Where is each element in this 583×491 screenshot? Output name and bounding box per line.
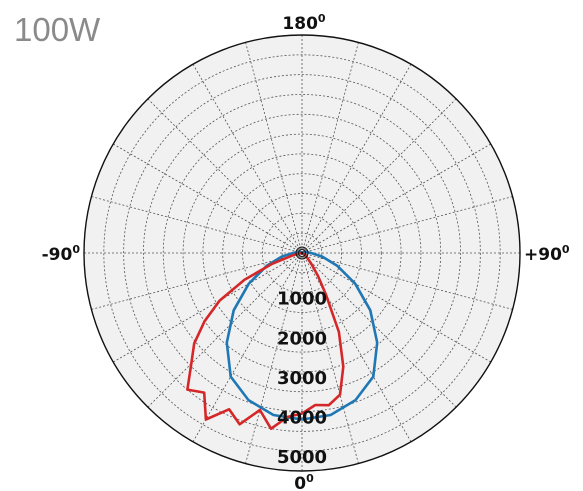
grid-ring-3: [222, 173, 382, 333]
grid-spoke-225: [147, 98, 303, 254]
grid-spoke-195: [245, 42, 303, 254]
grid-spoke-210: [192, 64, 303, 254]
grid-spoke-45: [301, 252, 457, 408]
center-ring-1: [298, 249, 306, 257]
radial-tick-label: 1000: [277, 289, 327, 310]
grid-spoke-105: [301, 196, 513, 254]
radial-tick-labels: 1000 2000 3000 4000 5000: [277, 289, 327, 469]
radial-tick-label: 3000: [277, 368, 327, 389]
grid-ring-5: [182, 133, 422, 373]
series-line-1: [186, 251, 345, 430]
grid-ring-9: [103, 54, 501, 452]
angle-label: -900: [42, 243, 81, 265]
grid-spoke-285: [91, 252, 303, 310]
chart-title: 100W: [14, 11, 101, 48]
grid-spoke-75: [301, 252, 513, 310]
grid-ring-7: [143, 94, 461, 412]
angle-label: +900: [524, 243, 570, 265]
grid-spoke-120: [301, 143, 491, 254]
grid-spoke-30: [301, 252, 412, 442]
center-ring-0: [295, 246, 309, 260]
center-dot: [300, 251, 304, 255]
grid-spoke-300: [113, 252, 303, 363]
grid-spoke-15: [301, 252, 359, 464]
grid-spoke-345: [245, 252, 303, 464]
plot-border: [83, 34, 521, 472]
grid-spoke-315: [147, 252, 303, 408]
grid-spoke-60: [301, 252, 491, 363]
grid-ring-4: [202, 153, 402, 353]
grid-ring-0: [281, 232, 323, 274]
radial-tick-label: 4000: [277, 408, 327, 429]
grid-spoke-255: [91, 196, 303, 254]
angle-label: 00: [294, 472, 314, 491]
grid-spoke-135: [301, 98, 457, 254]
angle-label: 1800: [282, 12, 326, 34]
angle-labels: 1800 -900 +900 00: [42, 12, 570, 491]
grid-ring-1: [261, 212, 343, 294]
grid-spoke-330: [192, 252, 303, 442]
center-marker: [295, 246, 309, 260]
grid-spoke-150: [301, 64, 412, 254]
radial-tick-label: 5000: [277, 447, 327, 468]
grid-ring-6: [162, 113, 442, 393]
grid-spoke-165: [301, 42, 359, 254]
grid-ring-2: [242, 193, 362, 313]
grid-spoke-240: [113, 143, 303, 254]
grid-ring-8: [123, 74, 481, 432]
radial-tick-label: 2000: [277, 328, 327, 349]
